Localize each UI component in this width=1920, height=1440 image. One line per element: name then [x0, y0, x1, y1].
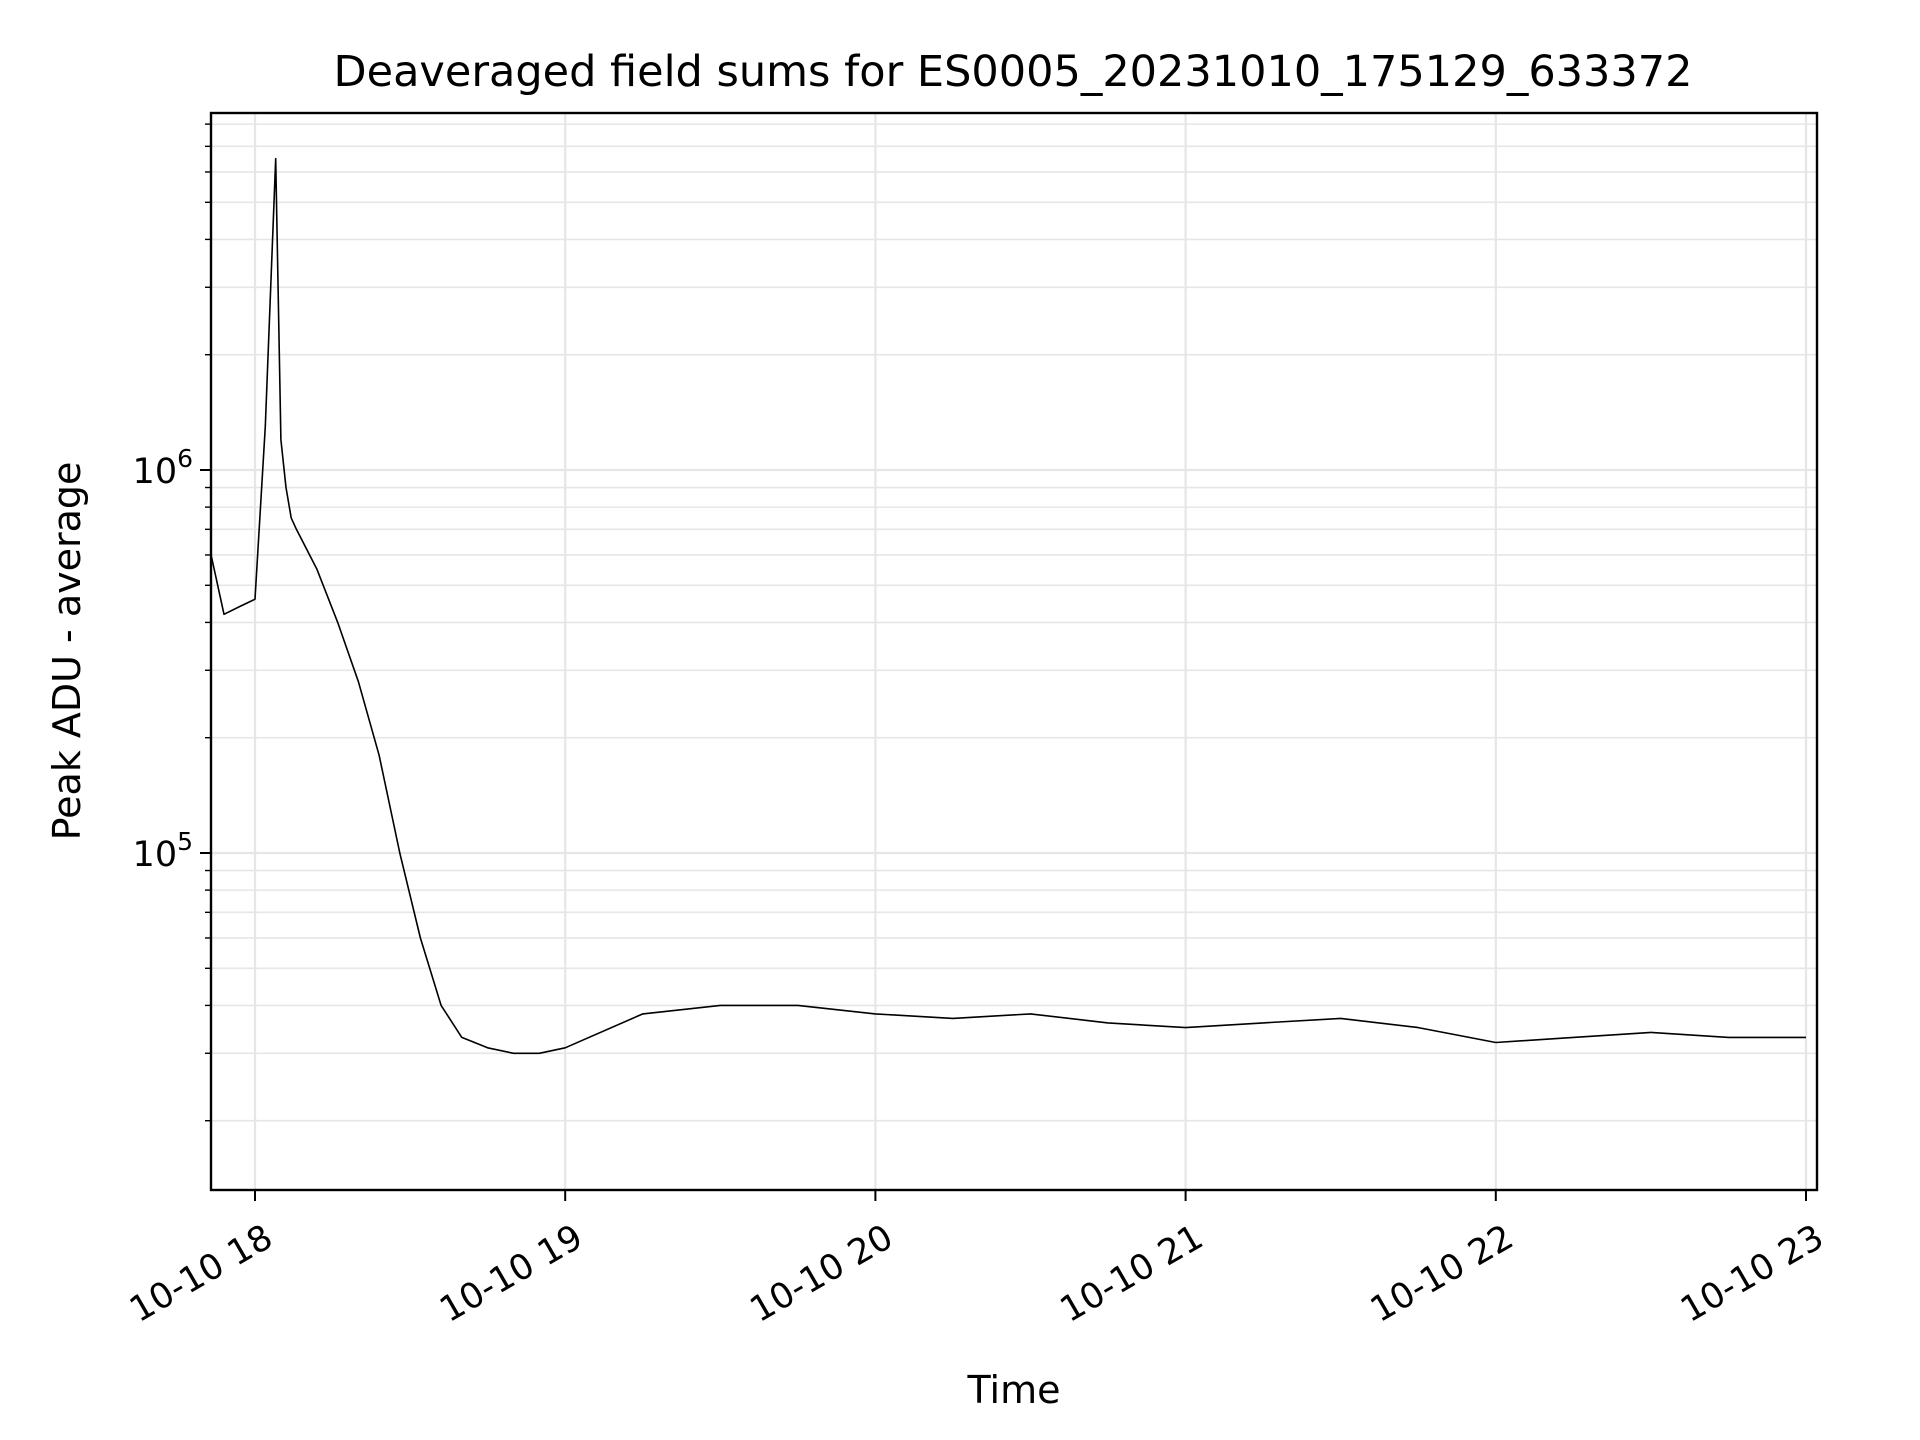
x-tick-label: 10-10 19 [433, 1217, 589, 1330]
y-tick-label: 106 [133, 444, 193, 492]
gridlines [211, 113, 1817, 1190]
x-tick-label: 10-10 21 [1054, 1217, 1210, 1330]
x-tick-label: 10-10 22 [1364, 1217, 1520, 1330]
x-tick-label: 10-10 23 [1674, 1217, 1830, 1330]
plot-frame [209, 111, 1819, 1192]
series-layer [211, 157, 1806, 1055]
series-line [211, 157, 1806, 1055]
chart-title: Deaveraged field sums for ES0005_2023101… [334, 47, 1693, 97]
x-tick-label: 10-10 18 [123, 1217, 279, 1330]
y-axis-label: Peak ADU - average [45, 462, 89, 841]
axis-ticks: 10-10 18 10-10 19 10-10 20 10-10 21 10-10 22… [123, 123, 1831, 1331]
x-axis-label: Time [967, 1368, 1061, 1412]
x-tick-label: 10-10 20 [744, 1217, 900, 1330]
y-tick-label: 105 [133, 827, 193, 875]
